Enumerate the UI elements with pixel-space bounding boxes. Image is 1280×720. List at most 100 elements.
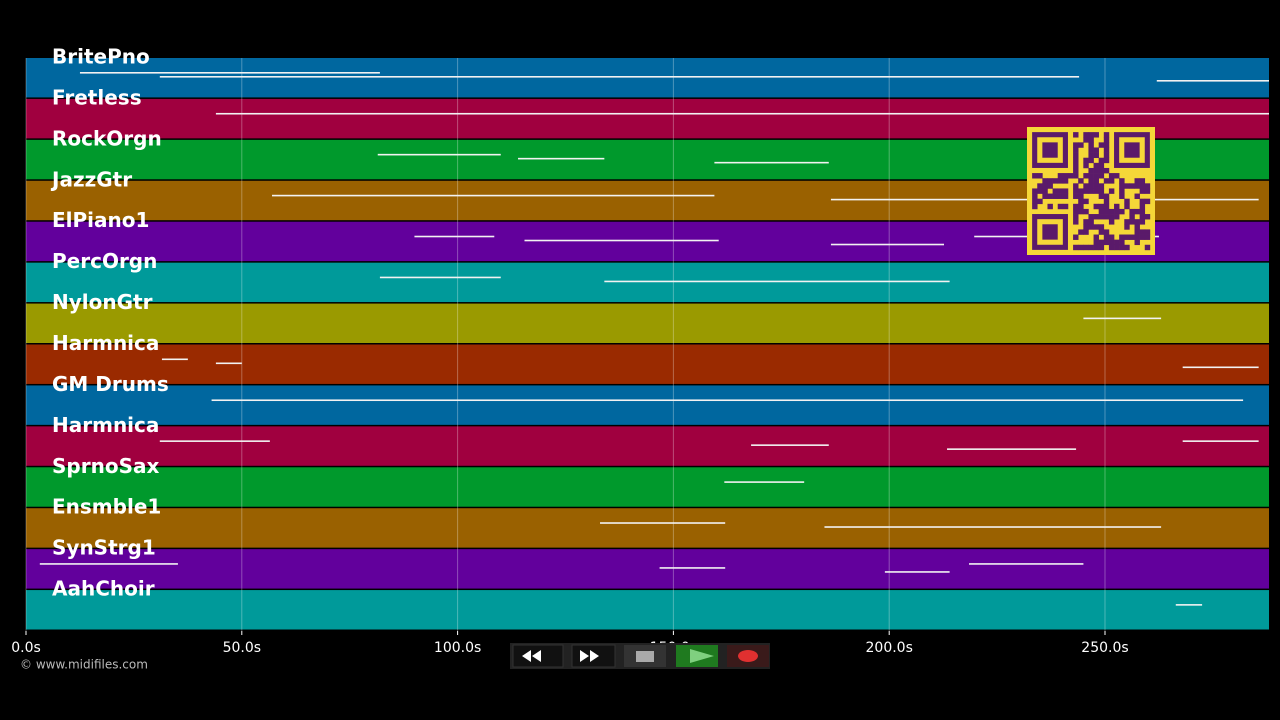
qr-cell [1144,198,1151,205]
qr-cell [1093,183,1099,189]
stop-button[interactable] [624,645,666,667]
play-icon [690,649,714,663]
qr-cell [1078,178,1084,184]
qr-cell [1088,142,1094,148]
note-segment [724,481,805,483]
qr-cell [1078,188,1084,194]
qr-cell [1119,188,1125,194]
qr-cell [1103,152,1110,159]
qr-cell [1062,178,1069,184]
qr-cell [1144,234,1151,240]
qr-cell [1124,234,1130,240]
qr-cell [1134,239,1140,246]
qr-cell [1062,193,1069,199]
forward-button[interactable] [571,644,616,668]
qr-cell [1119,208,1125,215]
note-segment [524,239,719,242]
play-button[interactable] [676,645,718,667]
qr-finder [1124,142,1140,158]
qr-cell [1073,157,1079,164]
qr-cell [1119,234,1125,240]
rewind-button[interactable] [512,644,564,668]
qr-cell [1067,173,1074,179]
qr-cell [1139,178,1146,184]
qr-cell [1073,244,1079,251]
note-segment [215,112,1269,115]
qr-cell [1093,244,1099,251]
qr-cell [1078,198,1084,205]
qr-cell [1124,244,1130,251]
qr-cell [1042,188,1048,194]
qr-cell [1134,219,1140,225]
qr-cell [1103,193,1110,199]
qr-cell [1098,142,1105,148]
qr-cell [1103,132,1110,138]
qr-finder [1042,142,1058,158]
qr-cell [1088,167,1094,174]
qr-cell [1088,132,1094,138]
qr-cell [1124,219,1130,225]
qr-cell [1042,193,1048,199]
qr-cell [1037,188,1043,194]
record-button[interactable] [727,645,769,667]
qr-cell [1108,208,1115,215]
qr-cell [1083,224,1089,230]
qr-cell [1037,198,1043,205]
qr-cell [1093,203,1099,210]
qr-cell [1103,157,1110,164]
track-label: SprnoSax [52,454,159,478]
qr-cell [1078,244,1084,251]
record-icon [738,650,758,662]
track-label: PercOrgn [52,249,157,273]
qr-cell [1139,183,1146,189]
qr-cell [1144,214,1151,220]
qr-cell [1073,132,1079,138]
qr-cell [1062,188,1069,194]
qr-cell [1103,229,1110,235]
qr-cell [1032,193,1038,199]
track-label: BritePno [52,45,150,69]
qr-cell [1114,244,1120,251]
qr-cell [1093,147,1099,153]
qr-cell [1098,167,1105,174]
qr-cell [1083,244,1089,251]
qr-cell [1088,224,1094,230]
qr-cell [1062,173,1069,179]
qr-cell [1083,157,1089,164]
note-segment [884,571,950,573]
qr-cell [1078,142,1084,148]
qr-cell [1098,183,1105,189]
note-segment [1156,80,1269,82]
qr-cell [1119,193,1125,199]
qr-cell [1134,224,1140,230]
qr-cell [1103,137,1110,143]
qr-cell [1134,229,1140,235]
track-label: NylonGtr [52,290,153,314]
qr-cell [1083,229,1089,235]
track-labels: BritePno Fretless RockOrgn JazzGtr ElPiano1 P… [50,45,169,601]
qr-cell [1093,214,1099,220]
track-label: GM Drums [52,372,169,396]
qr-cell [1073,173,1079,179]
qr-cell [1032,198,1038,205]
note-segment [215,362,242,365]
qr-cell [1114,239,1120,246]
note-segment [1182,440,1259,442]
qr-cell [1073,142,1079,148]
qr-cell [1139,219,1146,225]
note-segment [830,243,945,246]
qr-cell [1129,183,1135,189]
note-segment [379,276,501,279]
track-label: Harmnica [52,413,159,437]
qr-cell [1119,244,1125,251]
qr-cell [1098,188,1105,194]
track-row [26,344,1269,384]
qr-cell [1073,208,1079,215]
qr-cell [1134,178,1140,184]
qr-cell [1129,219,1135,225]
track-row [26,262,1269,303]
qr-cell [1083,137,1089,143]
qr-cell [1073,152,1079,159]
qr-cell [1098,193,1105,199]
